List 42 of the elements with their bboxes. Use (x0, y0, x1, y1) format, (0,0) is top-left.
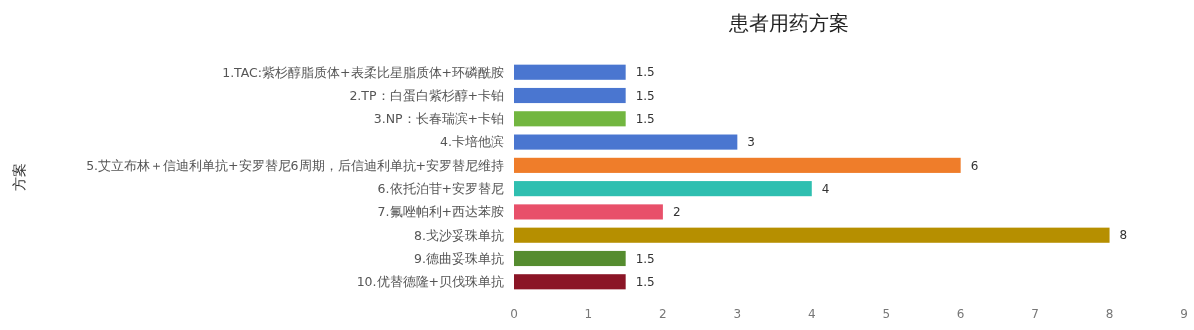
x-tick-label: 7 (1031, 307, 1039, 321)
x-tick-label: 6 (956, 307, 965, 321)
x-tick-label: 8 (1105, 307, 1114, 321)
bar (514, 204, 663, 220)
data-label: 6 (970, 158, 979, 173)
y-tick-label: 5.艾立布林＋信迪利单抗+安罗替尼6周期，后信迪利单抗+安罗替尼维持 (86, 157, 504, 173)
y-tick-label: 1.TAC:紫杉醇脂质体+表柔比星脂质体+环磷酰胺 (222, 64, 504, 80)
bar (514, 250, 626, 267)
y-tick-label: 7.氟唑帕利+西达苯胺 (377, 204, 504, 220)
y-tick-label: 9.德曲妥珠单抗 (414, 250, 504, 266)
data-label: 1.5 (635, 274, 655, 289)
bar (514, 227, 1110, 243)
x-tick-label: 4 (807, 307, 816, 321)
x-tick-label: 5 (882, 307, 891, 321)
y-tick-label: 10.优替德隆+贝伐珠单抗 (356, 274, 504, 290)
bar (514, 274, 626, 290)
data-label: 3 (747, 135, 755, 150)
x-tick-label: 1 (584, 307, 593, 321)
bar (514, 87, 626, 104)
data-label: 1.5 (635, 251, 655, 266)
data-label: 1.5 (635, 65, 655, 80)
data-label: 1.5 (635, 111, 655, 126)
y-tick-label: 2.TP：白蛋白紫杉醇+卡铂 (349, 87, 504, 103)
bar (514, 64, 626, 80)
data-label: 2 (672, 205, 681, 220)
data-label: 4 (821, 181, 830, 196)
y-tick-label: 4.卡培他滨 (440, 134, 504, 150)
y-tick-label: 6.依托泊苷+安罗替尼 (377, 181, 504, 197)
x-tick-label: 9 (1180, 307, 1188, 321)
data-label: 1.5 (635, 88, 655, 103)
x-tick-label: 2 (659, 307, 667, 321)
data-label: 8 (1119, 228, 1128, 243)
bar (514, 157, 961, 173)
x-tick-label: 0 (510, 307, 518, 321)
bar (514, 181, 812, 197)
bar (514, 111, 626, 127)
bar (514, 134, 738, 150)
chart-title: 患者用药方案 (728, 11, 849, 35)
x-tick-label: 3 (733, 307, 742, 321)
y-tick-label: 3.NP：长春瑞滨+卡铂 (373, 111, 504, 127)
y-tick-label: 8.戈沙妥珠单抗 (414, 227, 504, 243)
y-axis-title: 方案 (11, 163, 27, 191)
